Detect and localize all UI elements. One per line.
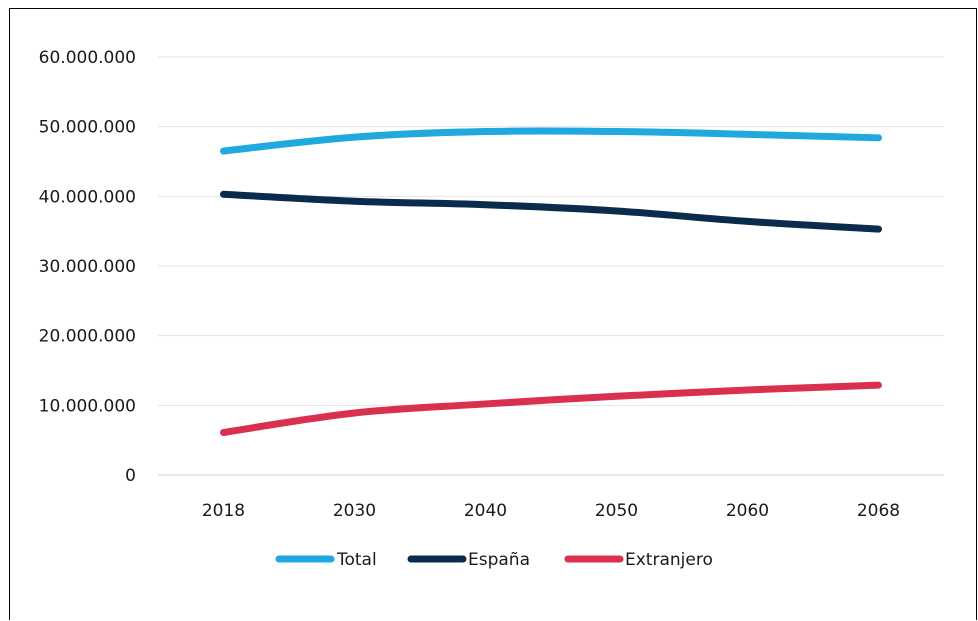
- y-tick-label: 60.000.000: [39, 48, 136, 68]
- x-axis-tick-labels: 2018 2030 2040 2050 2060 2068: [202, 501, 900, 521]
- y-tick-label: 30.000.000: [39, 257, 136, 277]
- series-line-espana: [220, 190, 882, 233]
- legend-label-extranjero: Extranjero: [625, 550, 713, 570]
- x-tick-label: 2040: [464, 501, 507, 521]
- series-lines: [220, 127, 882, 437]
- x-tick-label: 2060: [726, 501, 769, 521]
- chart-frame: [9, 8, 977, 620]
- legend-label-total: Total: [336, 550, 377, 570]
- legend: Total España Extranjero: [275, 550, 713, 570]
- x-tick-label: 2050: [595, 501, 638, 521]
- y-tick-label: 50.000.000: [39, 118, 136, 138]
- x-tick-label: 2030: [333, 501, 376, 521]
- y-tick-label: 40.000.000: [39, 187, 136, 207]
- series-line-total: [220, 127, 882, 155]
- gridlines: [158, 56, 944, 476]
- y-axis-tick-labels: 0 10.000.000 20.000.000 30.000.000 40.000.00…: [39, 48, 136, 486]
- y-tick-label: 0: [125, 466, 136, 486]
- y-tick-label: 10.000.000: [39, 396, 136, 416]
- y-tick-label: 20.000.000: [39, 327, 136, 347]
- x-tick-label: 2068: [857, 501, 900, 521]
- legend-label-espana: España: [468, 550, 530, 570]
- x-tick-label: 2018: [202, 501, 245, 521]
- series-line-extranjero: [220, 381, 882, 437]
